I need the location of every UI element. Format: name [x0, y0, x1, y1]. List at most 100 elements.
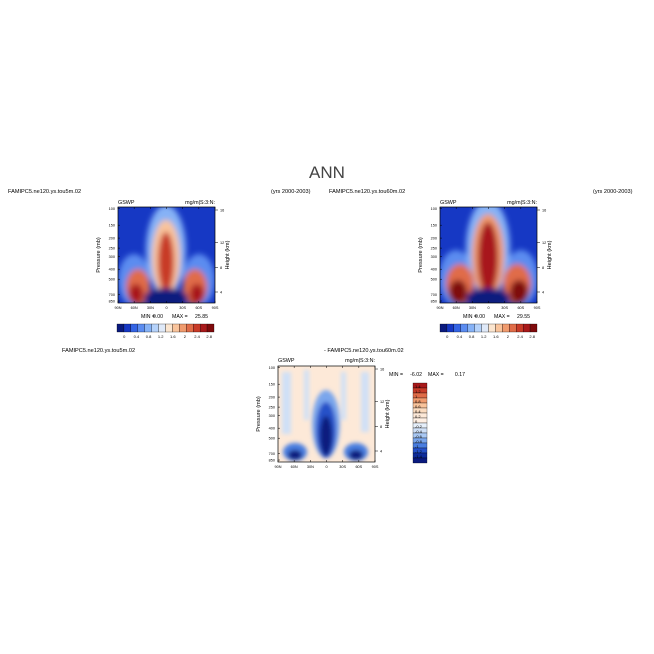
panel-c: FAMIPC5.ne120.ys.tou5m.02 - FAMIPC5.ne12…	[62, 348, 465, 469]
chart-0-colorbar-swatch	[144, 323, 152, 333]
chart-1-y-tick-label: 300	[431, 255, 437, 259]
chart-2-y-tick-label: 200	[269, 396, 275, 400]
panel-c-max-value: 0.17	[455, 372, 465, 378]
chart-1-colorbar-label: 2	[507, 334, 510, 339]
chart-2-y2-tick-label: 8	[380, 425, 382, 429]
chart-1-y-tick-label: 200	[431, 237, 437, 241]
chart-2-colorbar-swatch	[412, 457, 428, 464]
panel-c-var-name: GSWP	[278, 358, 295, 364]
chart-2-y-tick-label: 300	[269, 414, 275, 418]
chart-1-y-tick-label: 700	[431, 293, 437, 297]
chart-0-colorbar-swatch	[179, 323, 187, 333]
chart-0-colorbar-label: 0	[123, 334, 126, 339]
chart-2-colorbar-label: 0.2	[415, 414, 421, 419]
panel-a-field-left-core	[129, 284, 143, 303]
panel-c-min-label: MIN =	[389, 372, 403, 378]
chart-0-colorbar-swatch	[193, 323, 201, 333]
chart-0-x-tick-label: 90N	[115, 306, 122, 310]
panel-b-units: mg/m|S:3:N:	[507, 200, 537, 206]
chart-1-y-tick-label: 400	[431, 268, 437, 272]
chart-1-colorbar-swatch	[460, 323, 468, 333]
chart-0-y-tick-label: 500	[109, 278, 115, 282]
chart-1-colorbar-label: 1.6	[493, 334, 499, 339]
panel-b: FAMIPC5.ne120.ys.tou60m.02 (yrs 2000-200…	[329, 189, 633, 339]
chart-0-colorbar-label: 2	[184, 334, 187, 339]
chart-2-colorbar-label: -0.6	[415, 434, 423, 439]
panel-c-max-label: MAX =	[428, 372, 444, 378]
chart-1-colorbar-swatch	[481, 323, 489, 333]
chart-0-y2-tick-label: 4	[220, 291, 222, 295]
chart-2-x-tick-label: 0	[325, 465, 327, 469]
chart-0-x-tick-label: 90S	[212, 306, 219, 310]
panel-b-field-surface-cold	[466, 288, 510, 303]
panel-a-min-value: 0.00	[153, 314, 163, 320]
chart-1-y2-tick-label: 4	[542, 291, 544, 295]
chart-0-y-tick-label: 250	[109, 247, 115, 251]
chart-1-colorbar-swatch	[495, 323, 503, 333]
chart-0-colorbar-swatch	[130, 323, 138, 333]
chart-0-colorbar-label: 0.8	[146, 334, 152, 339]
chart-1-y-tick-label: 850	[431, 300, 437, 304]
panel-c-min-value: -6.02	[410, 372, 422, 378]
panel-b-max-value: 29.55	[517, 314, 530, 320]
chart-2-x-tick-label: 60N	[291, 465, 298, 469]
chart-1-x-tick-label: 30N	[469, 306, 476, 310]
chart-1-colorbar-swatch	[529, 323, 538, 333]
panel-c-field-right-band	[361, 372, 369, 432]
chart-2-colorbar-label: 0.4	[415, 409, 421, 414]
chart-1-x-tick-label: 60S	[517, 306, 524, 310]
panel-a-units: mg/m|S:3:N:	[185, 200, 215, 206]
panel-c-field	[278, 366, 375, 462]
chart-0-colorbar-label: 1.2	[158, 334, 164, 339]
panel-c-left-label: FAMIPC5.ne120.ys.tou5m.02	[62, 348, 135, 354]
chart-1-colorbar-label: 2.4	[517, 334, 523, 339]
chart-0-colorbar-swatch	[206, 323, 215, 333]
chart-0-x-tick-label: 30N	[147, 306, 154, 310]
chart-0-colorbar-swatch	[116, 323, 125, 333]
chart-1-colorbar-swatch	[502, 323, 510, 333]
panel-c-colorbar: 1.41.210.80.60.40.20-0.2-0.4-0.6-0.8-1-1…	[412, 382, 428, 464]
chart-0-colorbar-label: 2.4	[194, 334, 200, 339]
chart-0-y-tick-label: 150	[109, 224, 115, 228]
chart-1-colorbar-label: 0.8	[469, 334, 475, 339]
chart-0-y2-tick-label: 12	[220, 241, 224, 245]
panel-c-field-left-band	[282, 372, 291, 434]
chart-2-y-tick-label: 250	[269, 406, 275, 410]
chart-1-colorbar-swatch	[439, 323, 448, 333]
chart-1-colorbar-label: 0	[446, 334, 449, 339]
chart-0-y2-tick-label: 16	[220, 209, 224, 213]
chart-1-colorbar-label: 2.8	[529, 334, 535, 339]
chart-0-y-tick-label: 100	[109, 207, 115, 211]
chart-1-colorbar-label: 1.2	[481, 334, 487, 339]
chart-1-colorbar-swatch	[474, 323, 482, 333]
panel-a-case-label: FAMIPC5.ne120.ys.tou5m.02	[8, 189, 81, 195]
panel-b-var-name: GSWP	[440, 200, 457, 206]
chart-2-y-tick-label: 700	[269, 452, 275, 456]
chart-2-y2-tick-label: 4	[380, 450, 382, 454]
panel-c-field-mid-left-band	[304, 370, 309, 420]
chart-1-colorbar-swatch	[453, 323, 461, 333]
chart-1-y-tick-label: 250	[431, 247, 437, 251]
chart-1-x-tick-label: 60N	[453, 306, 460, 310]
chart-1-y-tick-label: 100	[431, 207, 437, 211]
panel-b-field-right-core	[510, 280, 528, 303]
panel-a-field	[118, 207, 215, 303]
chart-0-colorbar-swatch	[123, 323, 132, 333]
panel-a-min-label: MIN =	[141, 314, 155, 320]
chart-0-x-tick-label: 60S	[195, 306, 202, 310]
chart-2-x-tick-label: 90S	[372, 465, 379, 469]
chart-0-colorbar-swatch	[151, 323, 159, 333]
panel-a-field-right-core	[190, 284, 204, 303]
chart-1-y-tick-label: 500	[431, 278, 437, 282]
chart-2-colorbar-label: 0.6	[415, 404, 421, 409]
chart-0-y-tick-label: 300	[109, 255, 115, 259]
panel-a-field-surface-cold	[144, 288, 188, 303]
chart-0-colorbar-swatch	[158, 323, 166, 333]
panel-a-field-center-hot	[158, 232, 174, 292]
chart-0-y-tick-label: 400	[109, 268, 115, 272]
chart-0-y-axis-label: Pressure (mb)	[96, 237, 102, 273]
chart-1-y2-axis-label: Height (km)	[547, 240, 553, 269]
panel-b-case-label: FAMIPC5.ne120.ys.tou60m.02	[329, 189, 405, 195]
chart-1-y2-tick-label: 12	[542, 241, 546, 245]
panel-c-field-right-surface-deep	[349, 450, 363, 460]
